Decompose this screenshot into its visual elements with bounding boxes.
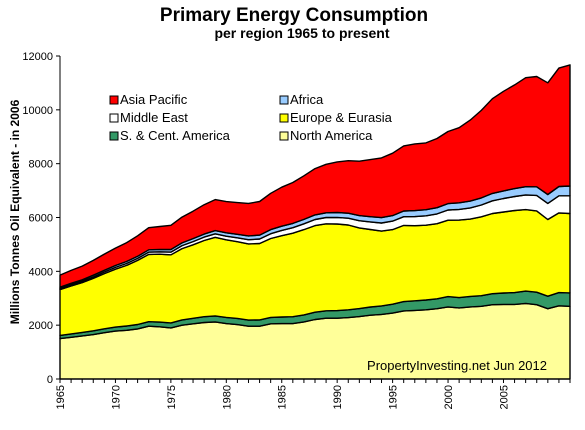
x-tick-label: 1995 [388, 385, 400, 409]
y-tick-label: 0 [47, 374, 53, 386]
area-series-group [59, 64, 571, 380]
legend-label: S. & Cent. America [120, 128, 231, 143]
y-tick-label: 6000 [29, 213, 53, 225]
legend-swatch [109, 95, 119, 105]
legend-swatch [279, 131, 289, 141]
y-tick-label: 2000 [29, 320, 53, 332]
y-tick-label: 12000 [22, 51, 53, 63]
area-asia-pacific [59, 64, 571, 288]
legend-label: Europe & Eurasia [290, 110, 393, 125]
legend-label: Middle East [120, 110, 188, 125]
x-tick-label: 1975 [166, 385, 178, 409]
y-tick-label: 8000 [29, 159, 53, 171]
legend-swatch [279, 95, 289, 105]
legend-label: North America [290, 128, 373, 143]
legend-swatch [279, 113, 289, 123]
x-tick-label: 2005 [499, 385, 511, 409]
source-annotation: PropertyInvesting.net Jun 2012 [367, 358, 547, 373]
legend-swatch [109, 131, 119, 141]
axes-group: 0 2000 4000 6000 8000 10000 12000 1965 1970 1975 1… [22, 51, 571, 409]
legend-label: Africa [290, 92, 324, 107]
x-tick-label: 1980 [221, 385, 233, 409]
chart-title: Primary Energy Consumption [160, 5, 428, 26]
chart-subtitle: per region 1965 to present [214, 25, 389, 41]
x-tick-label: 1985 [277, 385, 289, 409]
x-tick-label: 1965 [55, 385, 67, 409]
x-tick-label: 2000 [443, 385, 455, 409]
y-tick-label: 10000 [22, 105, 53, 117]
x-tick-label: 1970 [110, 385, 122, 409]
y-tick-label: 4000 [29, 266, 53, 278]
legend-label: Asia Pacific [120, 92, 188, 107]
legend-swatch [109, 113, 119, 123]
x-tick-label: 1990 [332, 385, 344, 409]
y-axis-label: Millions Tonnes Oil Equivalent - in 2006 [8, 99, 22, 324]
legend: Asia Pacific Africa Middle East Europe & Eu… [109, 92, 393, 143]
